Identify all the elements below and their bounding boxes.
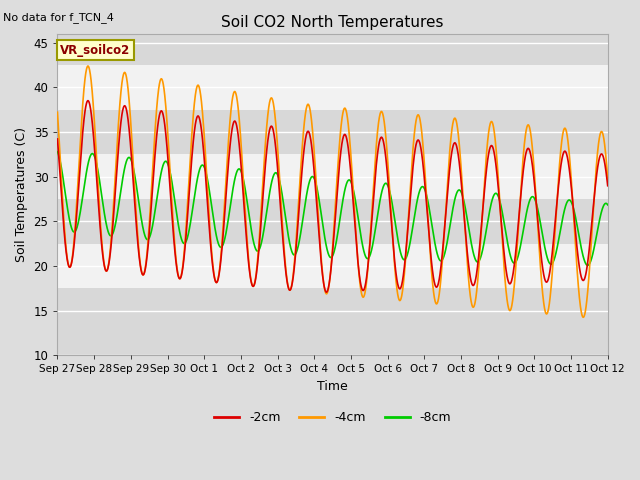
Title: Soil CO2 North Temperatures: Soil CO2 North Temperatures	[221, 15, 444, 30]
Bar	[58, 110, 608, 155]
Text: VR_soilco2: VR_soilco2	[60, 44, 131, 57]
Bar	[58, 288, 608, 355]
Y-axis label: Soil Temperatures (C): Soil Temperatures (C)	[15, 127, 28, 262]
Legend: -2cm, -4cm, -8cm: -2cm, -4cm, -8cm	[209, 407, 456, 430]
Bar	[58, 34, 608, 65]
Bar	[58, 199, 608, 244]
Text: No data for f_TCN_4: No data for f_TCN_4	[3, 12, 114, 23]
X-axis label: Time: Time	[317, 380, 348, 393]
